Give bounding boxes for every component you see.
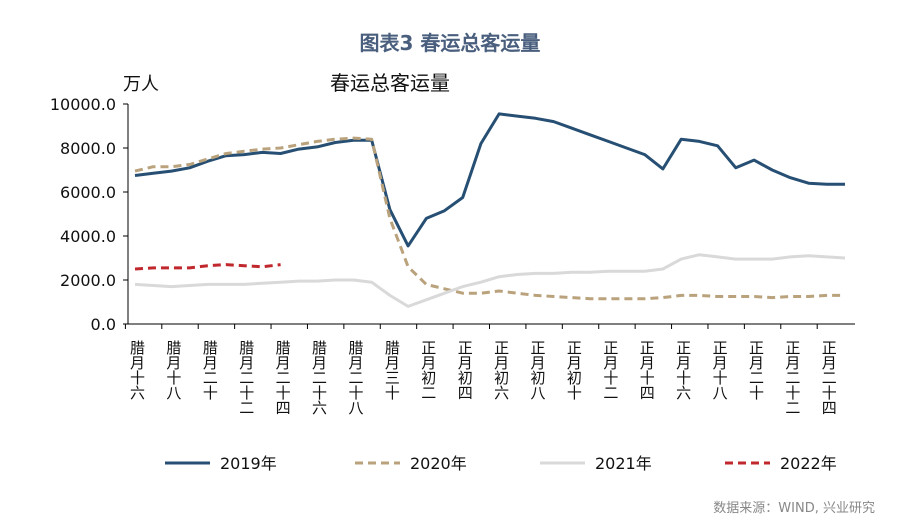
x-tick-label: 腊月十八 <box>164 340 182 400</box>
series-line <box>134 112 845 248</box>
x-tick-label: 正月十二 <box>601 340 619 400</box>
x-tick-label: 腊月二十 <box>201 340 219 400</box>
legend-label: 2022年 <box>780 454 837 473</box>
y-tick-label: 8000.0 <box>60 139 116 158</box>
x-tick-label: 腊月二十六 <box>310 340 328 415</box>
y-tick-label: 6000.0 <box>60 183 116 202</box>
x-tick-label: 正月十八 <box>711 340 729 400</box>
x-tick-label: 正月初二 <box>419 340 437 400</box>
series-line <box>134 253 846 308</box>
x-tick-label: 正月二十二 <box>783 340 801 415</box>
x-tick-label: 腊月二十二 <box>237 340 255 415</box>
y-axis-label: 万人 <box>123 74 159 95</box>
source: 数据来源：WIND, 兴业研究 <box>713 501 875 516</box>
x-tick-label: 正月初十 <box>565 340 583 400</box>
x-tick-label: 正月十四 <box>638 340 656 400</box>
y-tick-label: 0.0 <box>91 315 116 334</box>
subtitle: 春运总客运量 <box>330 71 450 95</box>
y-tick-label: 10000.0 <box>50 95 116 114</box>
x-tick-label: 正月初四 <box>456 340 474 400</box>
x-tick-label: 正月二十四 <box>820 340 838 415</box>
legend-label: 2021年 <box>595 454 652 473</box>
x-tick-label: 腊月二十四 <box>274 340 292 415</box>
y-tick-label: 4000.0 <box>60 227 116 246</box>
series-line <box>134 136 845 301</box>
x-tick-label: 腊月三十 <box>383 340 401 400</box>
x-tick-label: 正月初八 <box>529 340 547 400</box>
x-tick-label: 正月十六 <box>674 340 692 400</box>
legend-label: 2020年 <box>410 454 467 473</box>
y-tick-label: 2000.0 <box>60 271 116 290</box>
x-tick-label: 腊月二十八 <box>346 340 364 415</box>
x-tick-label: 腊月十六 <box>128 340 146 400</box>
chart-title: 图表3 春运总客运量 <box>360 31 541 55</box>
x-tick-label: 正月初六 <box>492 340 510 400</box>
series-line <box>134 263 281 271</box>
legend-label: 2019年 <box>220 454 277 473</box>
x-tick-label: 正月二十 <box>747 340 765 400</box>
